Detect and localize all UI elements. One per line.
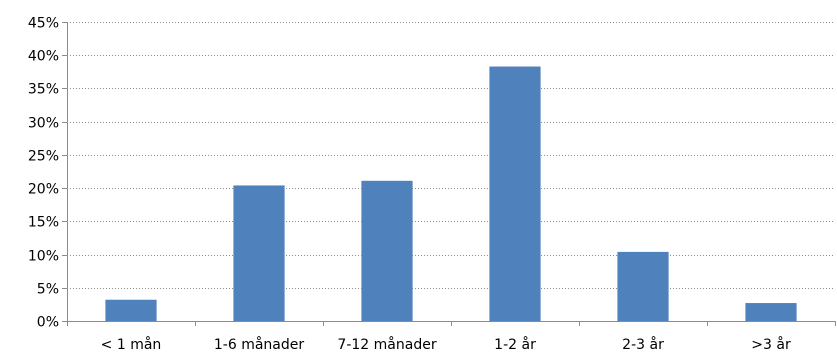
x-axis-tick-label: 1-6 månader	[214, 336, 304, 353]
gridlines	[67, 22, 835, 289]
bar	[361, 180, 413, 321]
x-axis-tick-label: >3 år	[751, 336, 791, 353]
x-axis-tick-label: 2-3 år	[622, 336, 664, 353]
bar	[745, 303, 797, 321]
bar	[105, 299, 157, 321]
y-axis-tick-label: 15%	[28, 215, 59, 231]
x-axis-tick-label: 1-2 år	[494, 336, 536, 353]
y-axis-tick-label: 45%	[28, 16, 59, 32]
y-axis-tick-label: 20%	[28, 182, 59, 198]
y-axis-tick-label: 5%	[37, 282, 59, 298]
axes	[62, 22, 836, 326]
x-axis-tick-labels: < 1 mån 1-6 månader 7-12 månader 1-2 år 2-3 …	[101, 336, 791, 353]
y-axis-tick-label: 25%	[28, 149, 59, 165]
y-axis-tick-label: 0%	[37, 315, 59, 331]
bar	[617, 251, 669, 321]
y-axis-tick-label: 35%	[28, 82, 59, 98]
bar	[489, 66, 541, 321]
y-axis-tick-label: 10%	[28, 249, 59, 265]
bar	[233, 185, 285, 321]
y-axis-tick-labels: 0% 5% 10% 15% 20% 25% 30% 35% 40% 45%	[28, 16, 59, 331]
x-axis-tick-label: 7-12 månader	[337, 336, 436, 353]
y-axis-tick-label: 40%	[28, 49, 59, 65]
x-axis-tick-label: < 1 mån	[101, 336, 162, 353]
y-axis-tick-label: 30%	[28, 116, 59, 132]
bars	[105, 66, 797, 321]
